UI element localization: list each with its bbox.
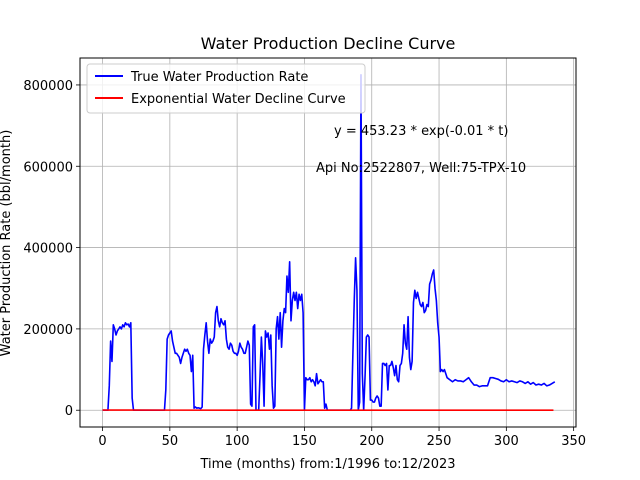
legend-label-true-rate: True Water Production Rate — [130, 70, 308, 85]
well-annotation: Api No:2522807, Well:75-TPX-10 — [316, 161, 526, 176]
plot-frame — [79, 57, 577, 428]
x-tick-label: 100 — [225, 434, 250, 449]
x-tick-label: 350 — [561, 434, 586, 449]
y-tick-label: 0 — [65, 404, 73, 419]
chart-title: Water Production Decline Curve — [201, 34, 456, 53]
legend: True Water Production Rate Exponential W… — [86, 63, 366, 114]
y-axis-label: Water Production Rate (bbl/month) — [0, 130, 14, 357]
x-tick-label: 0 — [98, 434, 106, 449]
x-axis-label: Time (months) from:1/1996 to:12/2023 — [199, 457, 455, 472]
series-layer — [102, 73, 556, 412]
legend-label-exponential: Exponential Water Decline Curve — [131, 92, 346, 107]
y-tick-label: 600000 — [23, 160, 73, 175]
series-true-water-rate-line — [102, 73, 556, 412]
legend-box — [86, 63, 366, 114]
x-tick-label: 200 — [359, 434, 384, 449]
x-tick-label: 250 — [427, 434, 452, 449]
x-tick-label: 150 — [292, 434, 317, 449]
y-tick-label: 800000 — [23, 79, 73, 94]
x-tick-label: 300 — [494, 434, 519, 449]
equation-annotation: y = 453.23 * exp(-0.01 * t) — [334, 124, 508, 139]
x-tick-label: 50 — [162, 434, 179, 449]
y-tick-label: 400000 — [23, 242, 73, 257]
axis-ticks: 0 50 100 150 200 250 300 350 0 200000 400000 600000… — [23, 79, 586, 449]
y-tick-label: 200000 — [23, 323, 73, 338]
